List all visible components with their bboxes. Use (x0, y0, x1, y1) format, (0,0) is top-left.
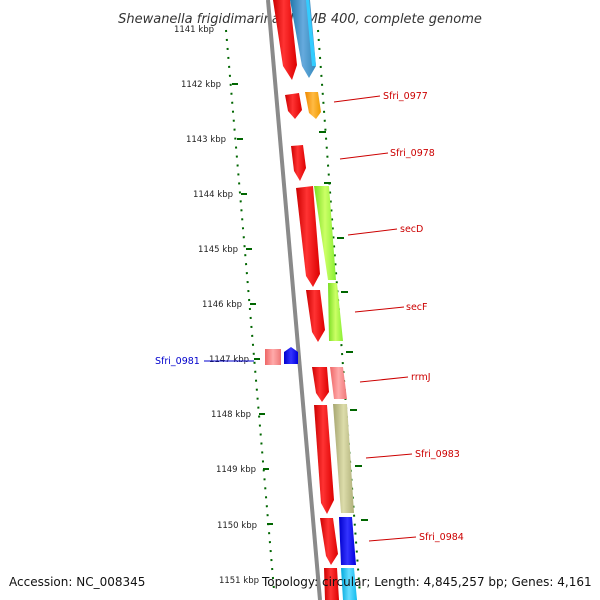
gene-label[interactable]: Sfri_0977 (383, 91, 428, 102)
gene-arrow[interactable] (306, 290, 325, 342)
tick-label: 1147 kbp (209, 355, 249, 365)
leader-line (359, 376, 409, 383)
tick-track-left (225, 29, 275, 591)
cog-arrow[interactable] (333, 404, 354, 513)
cog-arrow[interactable] (341, 568, 357, 600)
gene-arrow[interactable] (285, 93, 302, 119)
gene-arrow[interactable] (312, 367, 329, 402)
gene-label[interactable]: rrmJ (411, 372, 431, 383)
accession-text: Accession: NC_008345 (9, 575, 145, 589)
gene-label[interactable]: Sfri_0984 (419, 532, 464, 543)
tick-label: 1144 kbp (193, 190, 233, 200)
cog-arrow[interactable] (305, 92, 321, 119)
tick-marks (232, 83, 368, 525)
cog-arrow[interactable] (328, 283, 343, 341)
gene-label[interactable]: Sfri_0983 (415, 449, 460, 460)
tick-label: 1141 kbp (174, 25, 214, 35)
cog-arrow[interactable] (330, 367, 347, 399)
leader-line (354, 306, 405, 313)
gene-arrow[interactable] (314, 405, 334, 514)
tick-label: 1142 kbp (181, 80, 221, 90)
gene-label[interactable]: secD (400, 224, 423, 235)
leader-line (347, 228, 398, 236)
gene-arrow[interactable] (324, 568, 339, 600)
tick-label: 1149 kbp (216, 465, 256, 475)
tick-label: 1146 kbp (202, 300, 242, 310)
tick-label: 1148 kbp (211, 410, 251, 420)
tick-label: 1145 kbp (198, 245, 238, 255)
gene-arrow[interactable] (273, 0, 297, 80)
genome-backbone (266, 0, 322, 600)
gene-box[interactable] (265, 349, 281, 365)
leader-line (365, 453, 413, 459)
tick-label: 1151 kbp (219, 576, 259, 586)
leader-line (333, 95, 381, 103)
genome-summary-text: Topology: circular; Length: 4,845,257 bp… (261, 575, 592, 589)
tick-label: 1150 kbp (217, 521, 257, 531)
cog-arrow[interactable] (284, 347, 298, 364)
tick-label: 1143 kbp (186, 135, 226, 145)
leader-line (368, 536, 417, 542)
gene-label[interactable]: Sfri_0981 (155, 356, 200, 367)
gene-arrow[interactable] (291, 145, 306, 181)
cog-arrow[interactable] (339, 517, 356, 565)
gene-label[interactable]: secF (406, 302, 427, 313)
gene-label[interactable]: Sfri_0978 (390, 148, 435, 159)
gene-arrow[interactable] (296, 186, 320, 287)
cog-arrow[interactable] (306, 0, 316, 66)
cog-arrow[interactable] (314, 186, 336, 280)
leader-line (339, 152, 389, 160)
gene-arrow[interactable] (320, 518, 338, 565)
